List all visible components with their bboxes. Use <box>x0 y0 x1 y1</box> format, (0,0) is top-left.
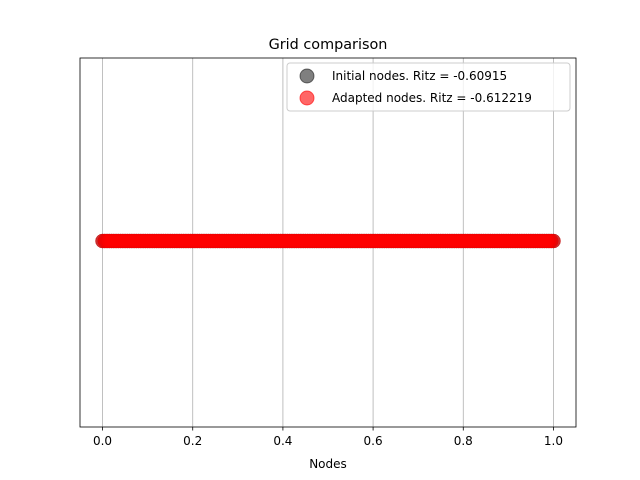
legend-label-initial: Initial nodes. Ritz = -0.60915 <box>332 69 507 83</box>
x-axis: 0.0 0.2 0.4 0.6 0.8 1.0 <box>93 427 563 448</box>
data-point-adapted <box>546 233 561 249</box>
series-adapted-nodes <box>95 233 561 249</box>
x-tick-label: 0.8 <box>454 434 473 448</box>
x-tick-label: 0.0 <box>93 434 112 448</box>
x-tick-label: 0.2 <box>183 434 202 448</box>
chart-title: Grid comparison <box>269 37 388 53</box>
points-layer <box>95 233 561 249</box>
x-tick-label: 1.0 <box>544 434 563 448</box>
plot-frame <box>79 57 577 428</box>
x-tick-label: 0.6 <box>364 434 383 448</box>
x-tick-label: 0.4 <box>273 434 292 448</box>
legend-marker-adapted <box>299 90 315 106</box>
legend-label-adapted: Adapted nodes. Ritz = -0.612219 <box>332 91 532 105</box>
legend: Initial nodes. Ritz = -0.60915 Adapted n… <box>286 62 571 112</box>
x-axis-label: Nodes <box>309 457 347 471</box>
legend-box <box>286 62 571 112</box>
legend-marker-initial <box>299 68 315 84</box>
